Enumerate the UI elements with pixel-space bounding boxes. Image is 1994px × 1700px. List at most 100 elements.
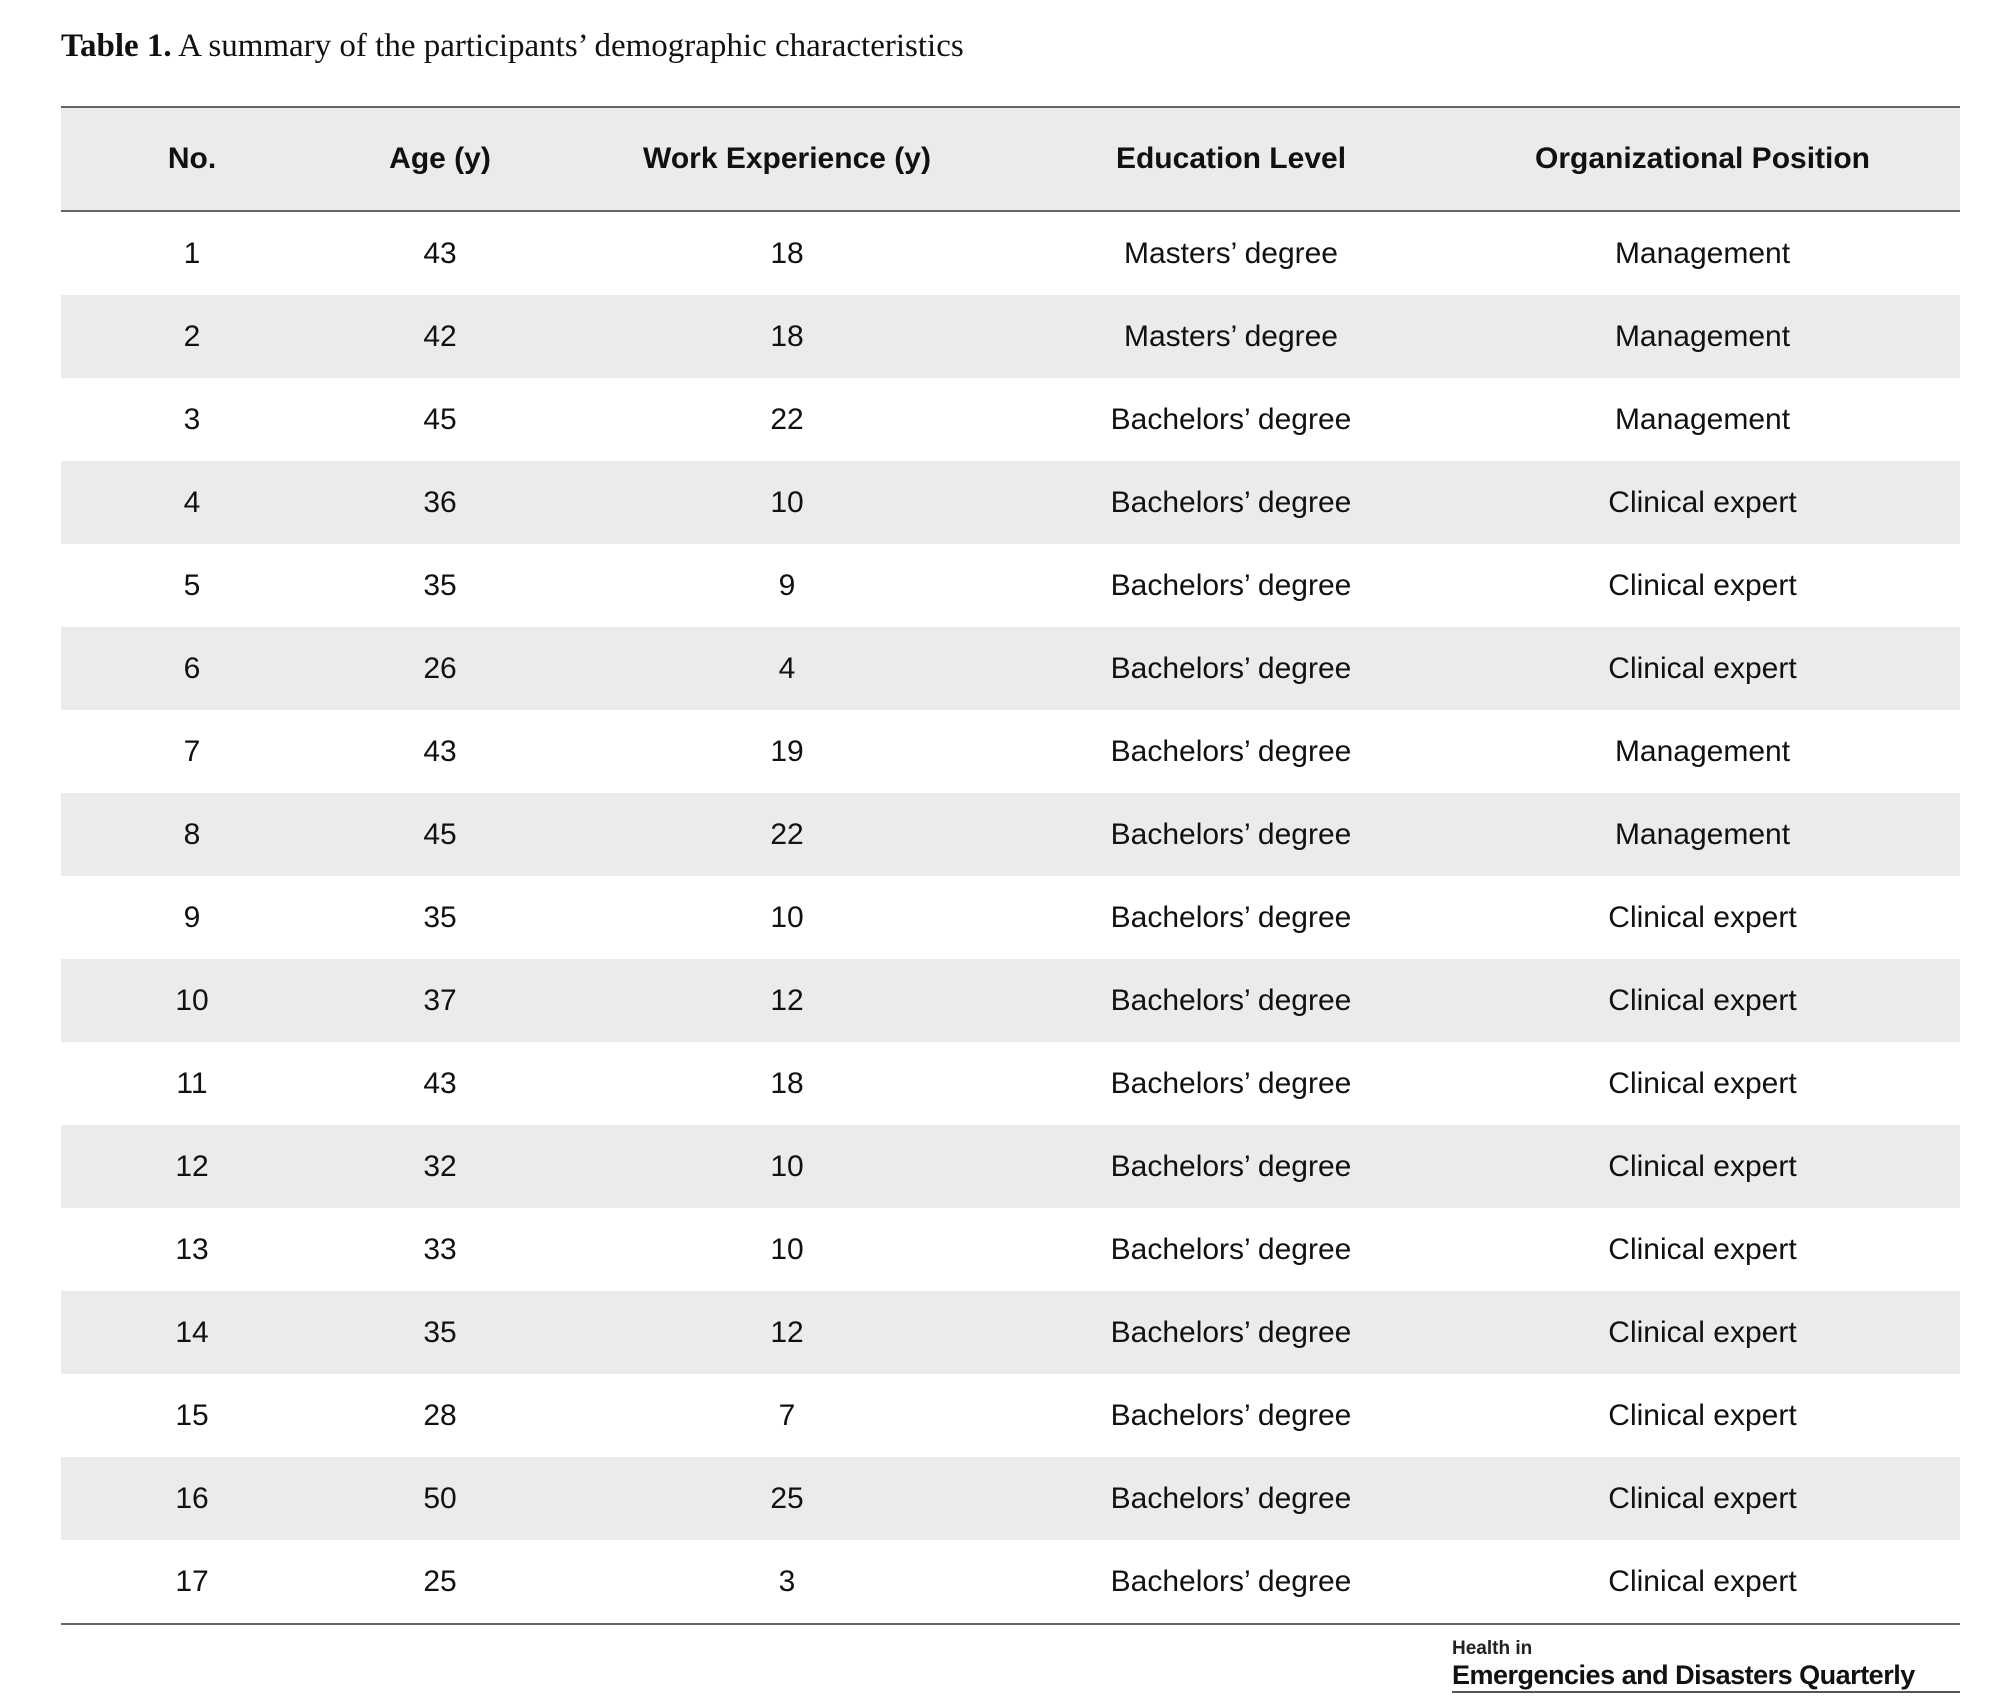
table-row: 8 45 22 Bachelors’ degree Management [61,793,1960,876]
table-row: 13 33 10 Bachelors’ degree Clinical expert [61,1208,1960,1291]
caption: Table 1. A summary of the participants’ … [61,28,964,65]
table-cell: 43 [423,236,457,270]
table-cell: 18 [770,236,804,270]
column-header: Organizational Position [1445,106,1960,212]
table-row: 12 32 10 Bachelors’ degree Clinical expert [61,1125,1960,1208]
table-cell: Bachelors’ degree [1110,734,1352,768]
table-cell: 35 [323,1291,557,1374]
table-cell: Clinical expert [1445,1125,1960,1208]
table-cell: 37 [323,959,557,1042]
table-cell: 25 [323,1540,557,1625]
table-cell: 13 [175,1232,209,1266]
table-cell: 28 [423,1398,457,1432]
table-cell: Clinical expert [1608,900,1797,934]
table-cell: Bachelors’ degree [1110,402,1352,436]
table-cell: 11 [176,1066,208,1100]
table-cell: Masters’ degree [1017,295,1445,378]
table-row: 10 37 12 Bachelors’ degree Clinical expert [61,959,1960,1042]
table-row: 14 35 12 Bachelors’ degree Clinical expert [61,1291,1960,1374]
caption-label: Table 1. [61,28,172,64]
column-header: Age (y) [323,106,557,212]
table-cell: 35 [423,568,457,602]
table-cell: 4 [557,627,1017,710]
table-cell: Management [1445,793,1960,876]
logo-line2: Emergencies and Disasters Quarterly [1452,1660,1960,1693]
table-cell: 12 [557,1291,1017,1374]
table-cell: 12 [557,959,1017,1042]
table-cell: 9 [778,568,796,602]
table-row: 11 43 18 Bachelors’ degree Clinical expert [61,1042,1960,1125]
table-cell: Masters’ degree [1124,236,1338,270]
table-row: 3 45 22 Bachelors’ degree Management [61,378,1960,461]
table-cell: 16 [61,1457,323,1540]
table-cell: 12 [61,1125,323,1208]
table-cell: 6 [61,627,323,710]
table-cell: 8 [61,793,323,876]
table-row: 7 43 19 Bachelors’ degree Management [61,710,1960,793]
table-cell: 19 [770,734,804,768]
table: No. Age (y) Work Experience (y) Education L… [61,106,1960,1625]
table-cell: 22 [770,402,804,436]
table-cell: 10 [770,1232,804,1266]
table-cell: Bachelors’ degree [1017,1125,1445,1208]
table-cell: 45 [423,402,457,436]
table-cell: Clinical expert [1608,1398,1797,1432]
table-cell: Bachelors’ degree [1017,627,1445,710]
caption-text: A summary of the participants’ demograph… [178,28,964,64]
table-cell: 17 [61,1540,323,1625]
table-cell: 36 [323,461,557,544]
table-cell: 7 [778,1398,796,1432]
column-header: Education Level [1017,106,1445,212]
table-row: 17 25 3 Bachelors’ degree Clinical expert [61,1540,1960,1625]
table-cell: Bachelors’ degree [1017,1457,1445,1540]
table-cell: 18 [557,295,1017,378]
column-header: No. [61,106,323,212]
table-cell: Clinical expert [1445,1540,1960,1625]
table-cell: 3 [557,1540,1017,1625]
table-cell: 15 [175,1398,209,1432]
table-cell: Management [1614,734,1791,768]
table-cell: 43 [423,734,457,768]
table-cell: 5 [183,568,201,602]
table-cell: Management [1614,236,1791,270]
table-cell: Bachelors’ degree [1017,1540,1445,1625]
table-row: 4 36 10 Bachelors’ degree Clinical expert [61,461,1960,544]
table-cell: Management [1614,402,1791,436]
table-cell: 10 [557,1125,1017,1208]
table-cell: 50 [323,1457,557,1540]
table-row: 6 26 4 Bachelors’ degree Clinical expert [61,627,1960,710]
table-cell: Clinical expert [1445,627,1960,710]
table-cell: Bachelors’ degree [1017,461,1445,544]
table-cell: 10 [770,900,804,934]
table-cell: Clinical expert [1445,1457,1960,1540]
table-cell: Bachelors’ degree [1017,1291,1445,1374]
table-cell: 45 [323,793,557,876]
table-cell: 4 [61,461,323,544]
table-cell: Bachelors’ degree [1017,959,1445,1042]
table-cell: 7 [183,734,201,768]
table-cell: Clinical expert [1445,959,1960,1042]
table-row: 5 35 9 Bachelors’ degree Clinical expert [61,544,1960,627]
table-cell: Bachelors’ degree [1110,1066,1352,1100]
table-cell: Bachelors’ degree [1110,1398,1352,1432]
table-cell: 3 [183,402,201,436]
table-cell: 43 [423,1066,457,1100]
table-row: 9 35 10 Bachelors’ degree Clinical expert [61,876,1960,959]
table-row: 2 42 18 Masters’ degree Management [61,295,1960,378]
table-cell: Clinical expert [1608,568,1797,602]
table-cell: Clinical expert [1608,1232,1797,1266]
table-cell: 10 [557,461,1017,544]
table-cell: Management [1445,295,1960,378]
table-cell: 14 [61,1291,323,1374]
table-cell: 10 [61,959,323,1042]
table-cell: Clinical expert [1445,1291,1960,1374]
table-cell: Bachelors’ degree [1110,568,1352,602]
table-cell: 18 [770,1066,804,1100]
table-cell: 2 [61,295,323,378]
table-cell: 33 [423,1232,457,1266]
table-cell: Bachelors’ degree [1017,793,1445,876]
table-cell: 25 [557,1457,1017,1540]
logo: Health in Emergencies and Disasters Quar… [1452,1638,1960,1693]
table-cell: 26 [323,627,557,710]
